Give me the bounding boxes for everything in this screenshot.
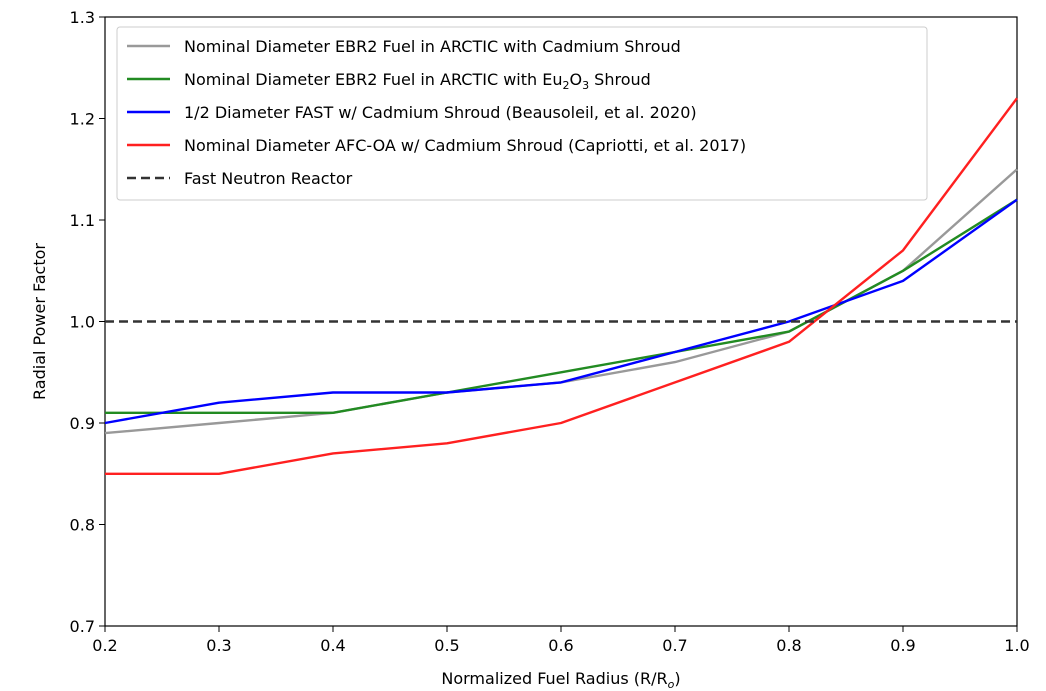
- legend-label-red: Nominal Diameter AFC-OA w/ Cadmium Shrou…: [184, 136, 746, 155]
- y-tick-label: 0.7: [70, 617, 95, 636]
- x-tick-label: 0.8: [776, 636, 801, 655]
- legend-label-green-mid: O: [570, 70, 583, 89]
- x-axis-label-subscript: o: [668, 678, 675, 691]
- x-tick-label: 0.2: [92, 636, 117, 655]
- series-line-ebr2-eu2o3: [105, 198, 1018, 414]
- x-tick-label: 0.4: [320, 636, 345, 655]
- legend-label-green-main: Nominal Diameter EBR2 Fuel in ARCTIC wit…: [184, 70, 563, 89]
- y-tick-label: 1.2: [70, 110, 95, 129]
- y-axis-label: Radial Power Factor: [30, 243, 49, 400]
- legend: Nominal Diameter EBR2 Fuel in ARCTIC wit…: [116, 26, 928, 201]
- series-line-ebr2-cadmium: [104, 168, 1018, 435]
- x-axis-label-close: ): [674, 669, 680, 688]
- series-lines: [104, 97, 1018, 475]
- y-tick-label: 1.0: [70, 313, 95, 332]
- x-axis-label: Normalized Fuel Radius (R/Ro): [441, 669, 680, 691]
- x-tick-label: 0.5: [434, 636, 459, 655]
- legend-label-dashed: Fast Neutron Reactor: [184, 169, 353, 188]
- legend-box: [116, 26, 928, 201]
- legend-label-green-sub2: 3: [582, 79, 589, 92]
- legend-label-green: Nominal Diameter EBR2 Fuel in ARCTIC wit…: [184, 70, 651, 92]
- legend-label-blue: 1/2 Diameter FAST w/ Cadmium Shroud (Bea…: [184, 103, 697, 122]
- series-line-fast-cadmium: [104, 198, 1018, 425]
- x-tick-label: 0.3: [206, 636, 231, 655]
- legend-label-green-end: Shroud: [589, 70, 651, 89]
- x-tick-label: 0.6: [548, 636, 573, 655]
- x-axis-label-main: Normalized Fuel Radius (R/R: [441, 669, 667, 688]
- y-tick-label: 1.1: [70, 211, 95, 230]
- legend-label-gray: Nominal Diameter EBR2 Fuel in ARCTIC wit…: [184, 37, 681, 56]
- x-tick-label: 0.7: [662, 636, 687, 655]
- y-tick-label: 1.3: [70, 8, 95, 27]
- y-tick-label: 0.8: [70, 516, 95, 535]
- x-tick-label: 1.0: [1004, 636, 1029, 655]
- legend-label-green-sub1: 2: [563, 79, 570, 92]
- y-tick-label: 0.9: [70, 414, 95, 433]
- x-tick-label: 0.9: [890, 636, 915, 655]
- series-line-afc-oa-cadmium: [105, 97, 1018, 475]
- axis-ticks: 0.2 0.3 0.4 0.5 0.6 0.7 0.8 0.9 1.0 0.7 0.8 0.9 1.0 1…: [70, 8, 1030, 655]
